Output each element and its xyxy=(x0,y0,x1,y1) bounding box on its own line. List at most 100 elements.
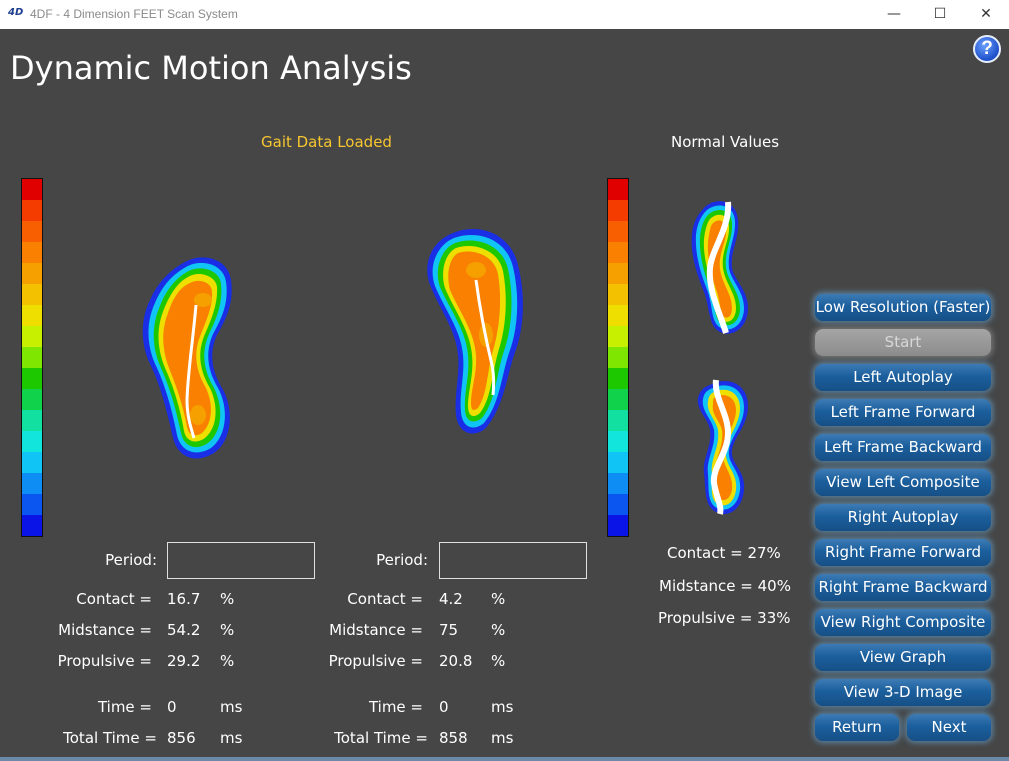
scale-band xyxy=(22,305,42,326)
scale-band xyxy=(22,410,42,431)
page-title: Dynamic Motion Analysis xyxy=(10,49,412,87)
bottom-border xyxy=(0,757,1009,761)
window-titlebar: 4D 4DF - 4 Dimension FEET Scan System — … xyxy=(0,0,1009,29)
scale-band xyxy=(608,431,628,452)
scale-band xyxy=(22,347,42,368)
right-time-value: 0 xyxy=(439,698,449,716)
right-midstance-unit: % xyxy=(491,621,506,639)
scale-band xyxy=(608,410,628,431)
scale-band xyxy=(608,389,628,410)
right-total-time-label: Total Time = xyxy=(334,729,428,747)
scale-band xyxy=(22,389,42,410)
left-foot-pressure-image xyxy=(142,257,232,459)
scale-band xyxy=(22,494,42,515)
right-contact-value: 4.2 xyxy=(439,590,463,608)
left-period-label: Period: xyxy=(105,551,157,569)
left-time-value: 0 xyxy=(167,698,177,716)
scale-band xyxy=(608,515,628,536)
left-time-label: Time = xyxy=(97,698,152,716)
right-propulsive-label: Propulsive = xyxy=(328,652,423,670)
right-propulsive-unit: % xyxy=(491,652,506,670)
next-button[interactable]: Next xyxy=(907,714,991,741)
scale-band xyxy=(22,242,42,263)
left-total-time-value: 856 xyxy=(167,729,196,747)
close-button[interactable]: ✕ xyxy=(980,6,992,22)
scale-band xyxy=(608,494,628,515)
scale-band xyxy=(22,368,42,389)
scale-band xyxy=(22,473,42,494)
scale-band xyxy=(22,431,42,452)
normal-propulsive: Propulsive = 33% xyxy=(658,609,791,627)
normal-midstance: Midstance = 40% xyxy=(659,577,791,595)
right-frame-forward-button[interactable]: Right Frame Forward xyxy=(815,539,991,566)
right-total-time-value: 858 xyxy=(439,729,468,747)
app-logo-icon: 4D xyxy=(8,7,24,18)
left-contact-value: 16.7 xyxy=(167,590,201,608)
left-total-time-unit: ms xyxy=(220,729,243,747)
pressure-color-scale-left xyxy=(21,178,43,537)
left-midstance-value: 54.2 xyxy=(167,621,201,639)
window-title: 4DF - 4 Dimension FEET Scan System xyxy=(30,7,238,21)
minimize-button[interactable]: — xyxy=(887,6,901,22)
scale-band xyxy=(608,284,628,305)
scale-band xyxy=(22,515,42,536)
left-frame-forward-button[interactable]: Left Frame Forward xyxy=(815,399,991,426)
scale-band xyxy=(608,347,628,368)
scale-band xyxy=(608,242,628,263)
left-propulsive-value: 29.2 xyxy=(167,652,201,670)
scale-band xyxy=(608,326,628,347)
status-text: Gait Data Loaded xyxy=(261,133,392,151)
left-midstance-label: Midstance = xyxy=(58,621,152,639)
start-button[interactable]: Start xyxy=(815,329,991,356)
normal-values-title: Normal Values xyxy=(671,133,780,151)
view-right-composite-button[interactable]: View Right Composite xyxy=(815,609,991,636)
scale-band xyxy=(608,305,628,326)
scale-band xyxy=(608,263,628,284)
right-period-label: Period: xyxy=(376,551,428,569)
right-period-field[interactable] xyxy=(439,542,587,579)
left-contact-unit: % xyxy=(220,590,235,608)
left-total-time-label: Total Time = xyxy=(63,729,157,747)
scale-band xyxy=(22,326,42,347)
return-button[interactable]: Return xyxy=(815,714,899,741)
left-contact-label: Contact = xyxy=(76,590,152,608)
right-midstance-value: 75 xyxy=(439,621,459,639)
scale-band xyxy=(608,452,628,473)
scale-band xyxy=(608,368,628,389)
maximize-button[interactable]: ☐ xyxy=(933,6,947,22)
pressure-color-scale-right xyxy=(607,178,629,537)
left-autoplay-button[interactable]: Left Autoplay xyxy=(815,364,991,391)
scale-band xyxy=(608,473,628,494)
right-time-unit: ms xyxy=(491,698,514,716)
right-propulsive-value: 20.8 xyxy=(439,652,473,670)
view-left-composite-button[interactable]: View Left Composite xyxy=(815,469,991,496)
scale-band xyxy=(22,263,42,284)
left-time-unit: ms xyxy=(220,698,243,716)
right-foot-pressure-image xyxy=(427,228,523,434)
right-frame-backward-button[interactable]: Right Frame Backward xyxy=(815,574,991,601)
left-propulsive-unit: % xyxy=(220,652,235,670)
scale-band xyxy=(608,200,628,221)
help-icon[interactable]: ? xyxy=(973,35,1001,63)
right-total-time-unit: ms xyxy=(491,729,514,747)
scale-band xyxy=(608,179,628,200)
normal-contact: Contact = 27% xyxy=(667,544,781,562)
left-period-field[interactable] xyxy=(167,542,315,579)
right-autoplay-button[interactable]: Right Autoplay xyxy=(815,504,991,531)
scale-band xyxy=(22,179,42,200)
left-propulsive-label: Propulsive = xyxy=(57,652,152,670)
right-contact-unit: % xyxy=(491,590,506,608)
normal-foot-top-image xyxy=(691,201,748,334)
view-3d-image-button[interactable]: View 3-D Image xyxy=(815,679,991,706)
scale-band xyxy=(22,452,42,473)
scale-band xyxy=(22,200,42,221)
normal-foot-bottom-image xyxy=(697,379,748,515)
left-frame-backward-button[interactable]: Left Frame Backward xyxy=(815,434,991,461)
view-graph-button[interactable]: View Graph xyxy=(815,644,991,671)
scale-band xyxy=(22,284,42,305)
scale-band xyxy=(22,221,42,242)
left-midstance-unit: % xyxy=(220,621,235,639)
right-contact-label: Contact = xyxy=(347,590,423,608)
right-time-label: Time = xyxy=(368,698,423,716)
low-resolution-button[interactable]: Low Resolution (Faster) xyxy=(815,294,991,321)
